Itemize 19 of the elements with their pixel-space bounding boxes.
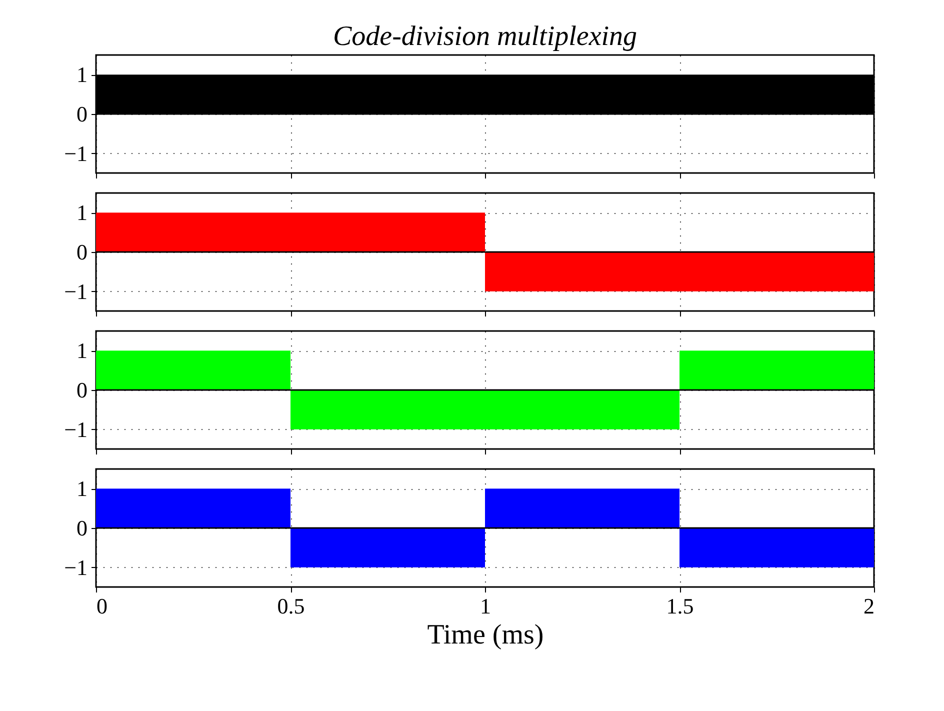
y-tick-label: −1	[64, 554, 88, 580]
y-tick-label: 0	[76, 102, 88, 126]
y-tick-label: 1	[76, 62, 88, 88]
x-tick-label: 0	[96, 594, 108, 618]
x-tick-label: 2	[864, 594, 874, 618]
y-tick-label: 1	[76, 476, 88, 502]
chart-title: Code-division multiplexing	[332, 21, 638, 52]
y-tick-label: 0	[76, 516, 88, 540]
x-tick-label: 1.5	[666, 594, 694, 618]
y-tick-label: −1	[64, 140, 88, 166]
y-tick-label: −1	[64, 416, 88, 442]
y-tick-label: −1	[64, 278, 88, 304]
y-tick-label: 0	[76, 378, 88, 402]
x-tick-label: 1	[480, 594, 491, 618]
y-tick-label: 0	[76, 240, 88, 264]
y-tick-label: 1	[76, 338, 88, 364]
y-tick-label: 1	[76, 200, 88, 226]
x-tick-label: 0.5	[277, 594, 305, 618]
x-axis-title: Time (ms)	[427, 620, 544, 650]
